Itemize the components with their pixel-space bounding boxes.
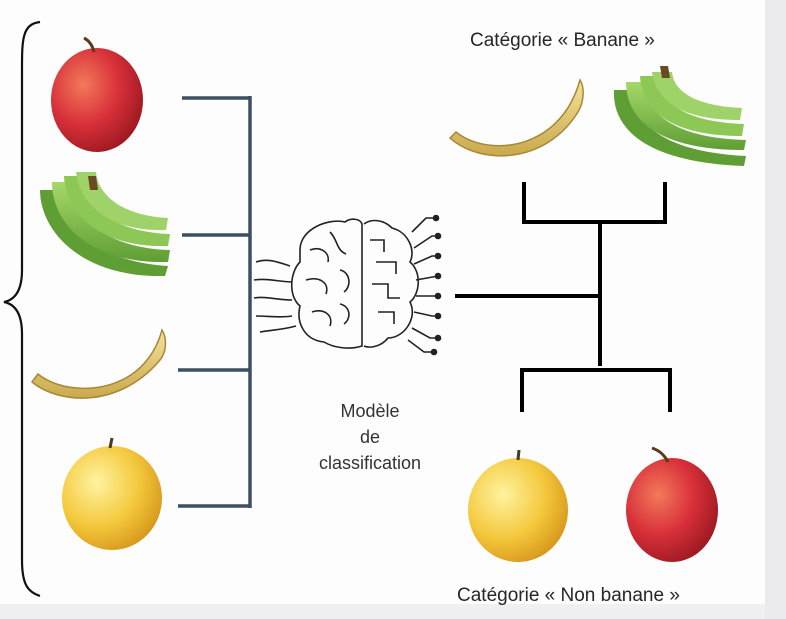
input-yellow-apple <box>62 437 162 550</box>
category-non-banana-title: Catégorie « Non banane » <box>457 585 680 606</box>
output-green-bananas <box>613 66 746 166</box>
output-yellow-apple <box>468 449 568 562</box>
input-red-apple <box>51 36 143 152</box>
model-label-line1: Modèle <box>340 401 400 421</box>
input-connector <box>178 96 252 508</box>
output-connector <box>455 182 672 412</box>
model-label-line2: de <box>359 427 381 447</box>
output-red-apple <box>626 446 718 562</box>
model-label-line3: classification <box>318 453 422 473</box>
input-yellow-banana <box>30 328 167 399</box>
input-group-brace <box>3 20 41 598</box>
category-banana-title: Catégorie « Banane » <box>470 30 655 51</box>
classification-model-brain-icon <box>253 214 442 356</box>
model-label: Modèle de classification <box>285 398 455 476</box>
page-edge-right <box>765 0 786 619</box>
page-edge-bottom <box>0 604 765 619</box>
input-green-bananas <box>40 172 170 277</box>
output-yellow-banana <box>448 78 584 157</box>
